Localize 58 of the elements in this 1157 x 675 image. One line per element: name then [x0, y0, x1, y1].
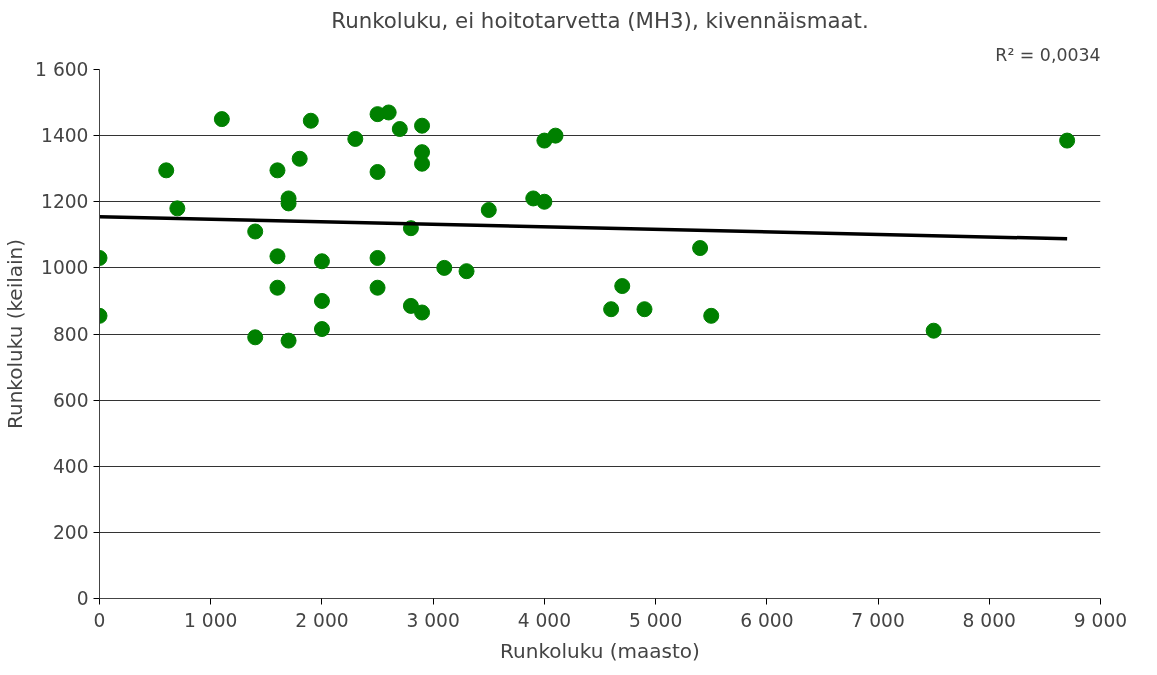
point	[547, 127, 564, 144]
x-tick-label: 9 000	[1073, 609, 1128, 631]
x-axis-title: Runkoluku (maasto)	[500, 638, 700, 663]
point	[480, 202, 497, 218]
point	[369, 164, 386, 180]
x-tick-label: 3 000	[406, 609, 460, 631]
x-tick-label: 7 000	[851, 609, 905, 631]
point	[692, 240, 709, 257]
y-tick-label: 1200	[41, 191, 89, 213]
point	[536, 193, 553, 210]
y-tick-label: 1000	[41, 257, 89, 279]
point	[313, 292, 330, 309]
y-tick-label: 1 600	[35, 59, 89, 80]
x-tick-label: 6 000	[740, 609, 794, 631]
point	[369, 279, 386, 296]
point	[269, 248, 286, 265]
x-tick-label: 2 000	[295, 609, 349, 631]
point	[703, 307, 720, 324]
point	[925, 322, 942, 339]
point	[269, 279, 286, 296]
point	[603, 301, 620, 318]
y-tick-label: 400	[52, 455, 89, 477]
text: R² = 0,0034	[995, 44, 1101, 65]
point	[247, 223, 264, 240]
point	[614, 278, 631, 295]
y-tick-label: 800	[52, 323, 89, 345]
x-tick-label: 8 000	[962, 609, 1016, 631]
y-tick-label: 1400	[41, 125, 89, 147]
point	[313, 253, 330, 270]
point	[347, 130, 364, 147]
point	[280, 332, 297, 349]
point	[291, 150, 308, 167]
point	[636, 301, 653, 318]
point	[369, 249, 386, 266]
point	[391, 121, 408, 137]
point	[402, 297, 419, 314]
y-tick-label: 0	[76, 588, 89, 609]
y-tick-label: 600	[52, 389, 89, 411]
point	[380, 104, 397, 121]
y-tick-label: 200	[52, 521, 89, 543]
x-tick-label: 0	[93, 609, 106, 631]
point	[158, 162, 175, 179]
point	[1059, 132, 1076, 149]
point	[269, 162, 286, 179]
y-axis-title: Runkoluku (keilain)	[3, 238, 28, 430]
point	[436, 259, 453, 276]
point	[302, 112, 319, 129]
point	[247, 329, 264, 346]
point	[458, 263, 475, 280]
point	[414, 117, 431, 134]
point	[414, 304, 431, 321]
x-tick-label: 1 000	[184, 609, 238, 631]
point	[213, 111, 230, 128]
chart-title: Runkoluku, ei hoitotarvetta (MH3), kivennäismaat.	[331, 7, 869, 33]
x-tick-label: 4 000	[517, 609, 572, 631]
point	[313, 321, 330, 338]
point	[169, 200, 186, 217]
x-tick-label: 5 000	[628, 609, 683, 631]
